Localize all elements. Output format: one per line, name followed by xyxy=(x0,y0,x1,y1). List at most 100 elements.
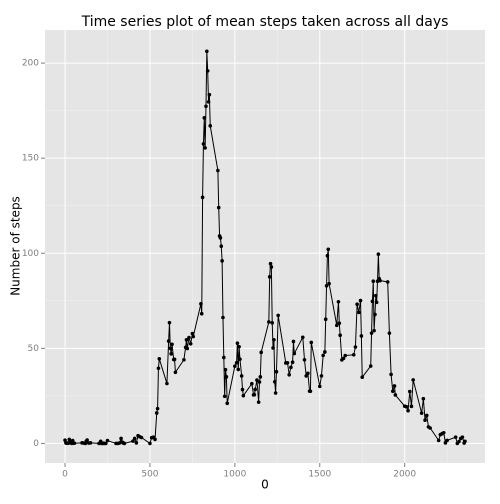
point xyxy=(385,280,390,284)
point xyxy=(206,100,211,104)
point xyxy=(387,331,392,335)
point xyxy=(409,404,414,409)
point xyxy=(304,374,308,378)
point xyxy=(406,408,410,413)
point xyxy=(272,337,276,342)
point xyxy=(336,299,341,304)
point xyxy=(325,253,330,258)
point xyxy=(184,337,189,342)
point xyxy=(419,411,424,415)
point xyxy=(308,389,313,394)
point xyxy=(268,261,273,266)
point xyxy=(208,124,213,128)
point xyxy=(302,357,307,362)
point xyxy=(376,252,381,257)
point xyxy=(204,104,208,109)
point xyxy=(285,360,290,365)
point xyxy=(205,69,210,73)
y-tick-label: 150 xyxy=(22,154,39,164)
point xyxy=(358,298,363,303)
point xyxy=(154,411,159,415)
point xyxy=(191,334,196,339)
point xyxy=(428,426,432,430)
point xyxy=(326,247,331,252)
point xyxy=(168,346,173,351)
point xyxy=(216,205,221,210)
point xyxy=(360,375,365,380)
point xyxy=(309,340,314,345)
point xyxy=(199,302,203,306)
point xyxy=(119,436,123,441)
point xyxy=(289,365,293,370)
point xyxy=(323,350,327,354)
point xyxy=(170,342,174,347)
point xyxy=(252,392,257,397)
point xyxy=(411,378,415,382)
point xyxy=(202,116,207,120)
point xyxy=(222,355,226,360)
point xyxy=(436,438,441,443)
point xyxy=(235,341,240,345)
point xyxy=(460,435,465,439)
point xyxy=(269,265,274,269)
point xyxy=(199,311,204,316)
point xyxy=(343,353,348,358)
point xyxy=(393,393,398,397)
point xyxy=(88,441,93,445)
point xyxy=(236,367,241,372)
point xyxy=(225,401,230,406)
point xyxy=(220,259,224,263)
point xyxy=(355,302,359,307)
point xyxy=(257,380,262,384)
point xyxy=(404,404,409,409)
point xyxy=(203,146,207,150)
point xyxy=(224,375,229,379)
point xyxy=(237,345,241,349)
point xyxy=(190,331,195,336)
point xyxy=(85,438,89,442)
point xyxy=(165,381,169,386)
point xyxy=(103,441,108,446)
point xyxy=(453,435,458,439)
point xyxy=(271,346,275,350)
point xyxy=(233,364,237,369)
point xyxy=(457,439,461,444)
point xyxy=(306,371,310,376)
point xyxy=(218,236,223,240)
point xyxy=(357,310,361,315)
point xyxy=(207,92,212,97)
point xyxy=(445,438,449,443)
point xyxy=(374,293,378,298)
point xyxy=(131,439,135,443)
point xyxy=(334,323,339,328)
point xyxy=(219,244,224,249)
point xyxy=(132,436,137,441)
point xyxy=(292,351,297,356)
point xyxy=(259,350,263,355)
point xyxy=(222,394,227,399)
y-tick-label: 200 xyxy=(22,59,39,69)
point xyxy=(272,380,277,384)
point xyxy=(156,366,161,371)
point xyxy=(200,195,205,200)
point xyxy=(201,142,206,146)
point xyxy=(337,321,342,326)
point xyxy=(169,352,173,356)
point xyxy=(287,372,291,377)
point xyxy=(290,360,295,365)
point xyxy=(374,300,379,305)
point xyxy=(317,384,322,389)
point xyxy=(216,168,220,173)
point xyxy=(234,360,239,365)
point xyxy=(105,438,110,443)
point xyxy=(390,389,395,394)
point xyxy=(378,278,382,283)
point xyxy=(424,413,429,418)
point xyxy=(139,435,144,440)
point xyxy=(270,321,275,325)
point xyxy=(148,441,152,446)
point xyxy=(187,335,191,340)
point xyxy=(134,441,139,445)
point xyxy=(373,312,377,317)
